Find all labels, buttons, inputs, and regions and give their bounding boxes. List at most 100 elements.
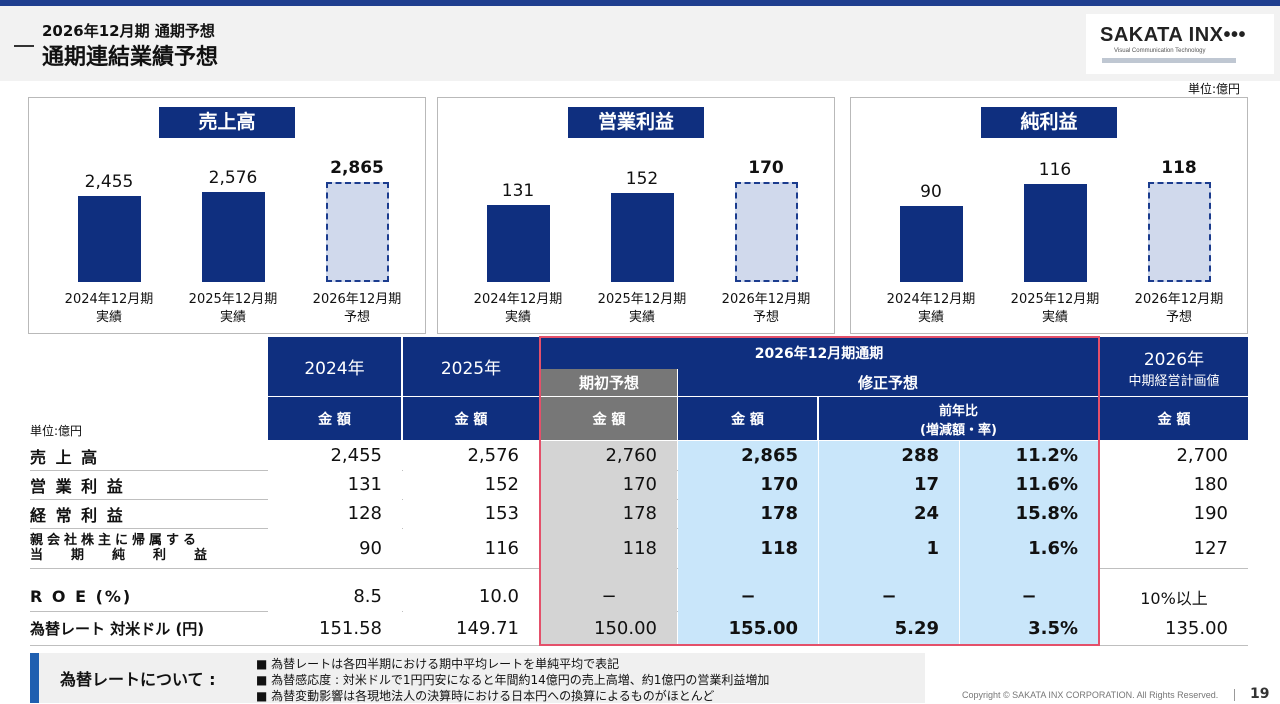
col-header-initial: 期初予想 <box>541 369 677 396</box>
row-label: R O E (%) <box>30 587 133 606</box>
table-cell-rate: − <box>960 582 1098 611</box>
forecast-bar <box>735 182 798 282</box>
table-cell-diff: 17 <box>819 470 959 499</box>
fx-note-line: ■ 為替レートは各四半期における期中平均レートを単純平均で表記 <box>256 657 620 671</box>
unit-label: 単位:億円 <box>1188 82 1241 96</box>
table-cell-rate: 15.8% <box>960 499 1098 528</box>
slide-title: 通期連結業績予想 <box>42 45 219 70</box>
fx-note-line: ■ 為替感応度 : 対米ドルで1円円安になると年間約14億円の売上高増、約1億円… <box>256 673 770 687</box>
table-cell-v2024: 131 <box>268 470 402 499</box>
table-cell-revised: 178 <box>678 499 818 528</box>
fx-note-accent <box>30 653 39 703</box>
table-cell-diff: 1 <box>819 528 959 568</box>
fx-note-box <box>30 653 925 703</box>
row-divider <box>30 645 1248 646</box>
category-label: 2026年12月期 予想 <box>1134 292 1224 325</box>
bar-value-label: 118 <box>1161 158 1197 178</box>
row-label: 営 業 利 益 <box>30 476 125 496</box>
table-cell-revised: − <box>678 582 818 611</box>
table-cell-diff: 24 <box>819 499 959 528</box>
row-label: 売 上 高 <box>30 447 100 467</box>
row-label: 親会社株主に帰属する 当期純利益 <box>30 533 236 563</box>
subheader-amount: 金 額 <box>1100 397 1248 440</box>
category-label: 2024年12月期 実績 <box>473 292 563 325</box>
subheader-amount: 金 額 <box>268 397 402 440</box>
page-number: 19 <box>1250 686 1270 702</box>
table-cell-v2025: 2,576 <box>403 441 539 470</box>
fx-note-line: ■ 為替変動影響は各現地法人の決算時における日本円への換算によるものがほとんど <box>256 689 715 703</box>
chart-panel-sales: 売上高 2,455 2024年12月期 実績 2,576 2025年12月期 実績 2,86… <box>28 97 426 334</box>
table-cell-v2025: 153 <box>403 499 539 528</box>
plan-header-line1: 2026年 <box>1143 349 1205 370</box>
header-dash <box>14 45 34 47</box>
chart-title: 営業利益 <box>568 107 704 138</box>
table-cell-initial: 150.00 <box>541 611 677 645</box>
subheader-amount: 金 額 <box>678 397 818 440</box>
table-cell-v2025: 116 <box>403 528 539 568</box>
bar-value-label: 2,455 <box>84 172 134 192</box>
bar-value-label: 152 <box>625 169 659 189</box>
row-label: 為替レート 対米ドル (円) <box>30 619 205 638</box>
table-cell-diff: 5.29 <box>819 611 959 645</box>
table-cell-initial: − <box>541 582 677 611</box>
table-cell-initial: 170 <box>541 470 677 499</box>
table-cell-plan: 10%以上 <box>1100 582 1248 611</box>
table-cell-rate: 3.5% <box>960 611 1098 645</box>
col-header-2024: 2024年 <box>268 337 402 396</box>
actual-bar <box>78 196 141 282</box>
table-cell-rate: 1.6% <box>960 528 1098 568</box>
category-label: 2025年12月期 実績 <box>1010 292 1100 325</box>
column-separator <box>959 441 960 645</box>
table-cell-plan: 180 <box>1100 470 1248 499</box>
copyright: Copyright © SAKATA INX CORPORATION. All … <box>962 690 1219 700</box>
logo-underline <box>1102 58 1236 63</box>
yoy-label-line1: 前年比 <box>938 403 978 419</box>
table-cell-v2024: 151.58 <box>268 611 402 645</box>
actual-bar <box>611 193 674 282</box>
table-cell-diff: − <box>819 582 959 611</box>
table-cell-initial: 2,760 <box>541 441 677 470</box>
subheader-amount: 金 額 <box>541 397 677 440</box>
table-cell-revised: 118 <box>678 528 818 568</box>
spacer-band <box>541 568 677 582</box>
table-cell-v2024: 90 <box>268 528 402 568</box>
spacer-band <box>678 568 1098 582</box>
bar-value-label: 2,576 <box>208 168 258 188</box>
table-cell-revised: 170 <box>678 470 818 499</box>
chart-panel-operating-income: 営業利益 131 2024年12月期 実績 152 2025年12月期 実績 170 2026… <box>437 97 835 334</box>
category-label: 2026年12月期 予想 <box>312 292 402 325</box>
table-unit-label: 単位:億円 <box>30 423 83 438</box>
table-cell-initial: 118 <box>541 528 677 568</box>
col-header-2025: 2025年 <box>403 337 539 396</box>
table-cell-diff: 288 <box>819 441 959 470</box>
bar-value-label: 90 <box>920 182 942 202</box>
chart-title: 純利益 <box>981 107 1117 138</box>
actual-bar <box>487 205 550 282</box>
subheader-amount: 金 額 <box>403 397 539 440</box>
category-label: 2026年12月期 予想 <box>721 292 811 325</box>
category-label: 2025年12月期 実績 <box>188 292 278 325</box>
yoy-label-line2: (増減額・率) <box>920 422 997 438</box>
slide-header <box>0 6 1280 81</box>
subheader-yoy: 前年比 (増減額・率) <box>819 397 1098 440</box>
table-cell-revised: 155.00 <box>678 611 818 645</box>
table-cell-plan: 135.00 <box>1100 611 1248 645</box>
plan-header-line2: 中期経営計画値 <box>1128 373 1220 389</box>
chart-panel-net-income: 純利益 90 2024年12月期 実績 116 2025年12月期 実績 118 2026年1… <box>850 97 1248 334</box>
table-cell-v2025: 149.71 <box>403 611 539 645</box>
table-cell-rate: 11.2% <box>960 441 1098 470</box>
footer-divider <box>1234 689 1235 701</box>
category-label: 2024年12月期 実績 <box>64 292 154 325</box>
col-header-revised: 修正予想 <box>678 369 1098 396</box>
actual-bar <box>1024 184 1087 282</box>
actual-bar <box>202 192 265 282</box>
table-cell-v2024: 2,455 <box>268 441 402 470</box>
table-cell-revised: 2,865 <box>678 441 818 470</box>
slide-subtitle: 2026年12月期 通期予想 <box>42 22 215 40</box>
table-cell-v2024: 8.5 <box>268 582 402 611</box>
forecast-bar <box>1148 182 1211 282</box>
bar-value-label: 131 <box>501 181 535 201</box>
category-label: 2024年12月期 実績 <box>886 292 976 325</box>
table-cell-v2025: 152 <box>403 470 539 499</box>
actual-bar <box>900 206 963 282</box>
